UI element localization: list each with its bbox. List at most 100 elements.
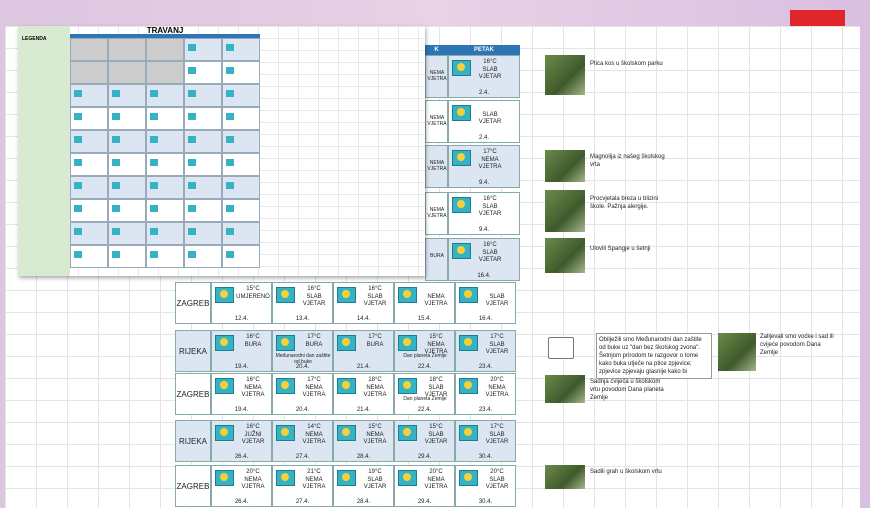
day-cell: 15°C NEMA VJETRA Dan planeta Zemlje 22.4. xyxy=(394,330,455,372)
day-cell: 16°C SLAB VJETAR 2.4. xyxy=(448,55,520,98)
mini-icon xyxy=(188,182,196,189)
weather-icon xyxy=(459,425,478,441)
temperature: 20°C xyxy=(429,469,443,475)
partial-cell: NEMA VJETRA xyxy=(425,192,448,235)
mini-cell xyxy=(146,61,184,84)
mini-cell xyxy=(184,199,222,222)
note-text: Ptica kos u školskom parku xyxy=(590,61,663,67)
date-label: 20.4. xyxy=(295,364,310,370)
mini-cell xyxy=(146,199,184,222)
mini-icon xyxy=(112,228,120,235)
day-cell: 16°C SLAB VJETAR 16.4. xyxy=(448,238,520,281)
wind-label: SLAB VJETAR xyxy=(424,432,448,445)
mini-cell xyxy=(222,153,260,176)
wind-label: JUŽNI VJETAR xyxy=(241,432,265,445)
mini-cell xyxy=(108,245,146,268)
day-cell: 21°C NEMA VJETRA 27.4. xyxy=(272,465,333,507)
overlay-grid xyxy=(70,34,260,276)
partial-cell: NEMA VJETRA xyxy=(425,55,448,98)
wind-label: SLAB VJETAR xyxy=(478,204,502,217)
wind-label: NEMA VJETRA xyxy=(427,207,447,219)
wind-label: BURA xyxy=(305,342,323,348)
temperature: 15°C xyxy=(429,334,443,340)
day-cell: 15°C NEMA VJETRA 28.4. xyxy=(333,420,394,462)
day-cell: SLAB VJETAR 16.4. xyxy=(455,282,516,324)
date-label: 9.4. xyxy=(478,227,489,233)
note-text: Magnolija iz našeg školskog vrta xyxy=(590,154,665,168)
overlay-title: TRAVANJ xyxy=(146,26,184,35)
day-cell: 16°C SLAB VJETAR 14.4. xyxy=(333,282,394,324)
temperature: 15°C xyxy=(429,424,443,430)
mini-icon xyxy=(188,90,196,97)
mini-icon xyxy=(112,113,120,120)
date-label: 29.4. xyxy=(417,499,432,505)
mini-cell xyxy=(70,245,108,268)
weather-icon xyxy=(452,105,471,121)
mini-cell xyxy=(184,84,222,107)
note-text: Zalijevali smo voćke i sad ili cvijeće p… xyxy=(760,334,834,356)
weather-icon xyxy=(452,60,471,76)
mini-cell xyxy=(184,107,222,130)
day-cell: 17°C NEMA VJETRA 9.4. xyxy=(448,145,520,188)
day-cell: 16°C JUŽNI VJETAR 26.4. xyxy=(211,420,272,462)
day-cell: 15°C SLAB VJETAR 29.4. xyxy=(394,420,455,462)
temperature: 16°C xyxy=(483,59,497,65)
note-text: Ulovili Spangje u šetnji xyxy=(590,246,651,252)
mini-icon xyxy=(74,159,82,166)
weather-icon xyxy=(337,470,356,486)
weather-icon xyxy=(459,378,478,394)
mini-cell xyxy=(222,130,260,153)
mini-icon xyxy=(188,44,196,51)
mini-cell xyxy=(70,176,108,199)
photo xyxy=(718,333,756,371)
weather-icon xyxy=(276,287,295,303)
partial-cell: NEMA VJETRA xyxy=(425,100,448,143)
date-label: 14.4. xyxy=(356,316,371,322)
weather-icon xyxy=(452,150,471,166)
city-label: RIJEKA xyxy=(175,420,211,462)
date-label: 28.4. xyxy=(356,454,371,460)
wind-label: SLAB VJETAR xyxy=(424,385,448,398)
header-partial: K xyxy=(425,45,448,55)
note-text: Procvjetala breza u blizini škole. Pažnj… xyxy=(590,196,659,210)
mini-cell xyxy=(108,38,146,61)
temperature: 16°C xyxy=(246,377,260,383)
weather-icon xyxy=(398,470,417,486)
weather-icon xyxy=(337,425,356,441)
temperature: 16°C xyxy=(307,286,321,292)
mini-icon xyxy=(74,228,82,235)
temperature: 21°C xyxy=(307,469,321,475)
date-label: 19.4. xyxy=(234,364,249,370)
mini-icon xyxy=(112,251,120,258)
mini-icon xyxy=(74,182,82,189)
city-label: RIJEKA xyxy=(175,330,211,372)
mini-icon xyxy=(112,182,120,189)
mini-icon xyxy=(226,113,234,120)
mini-cell xyxy=(146,245,184,268)
date-label: 22.4. xyxy=(417,407,432,413)
weather-icon xyxy=(459,470,478,486)
weather-icon xyxy=(215,378,234,394)
mini-icon xyxy=(226,90,234,97)
day-cell: 20°C NEMA VJETRA 23.4. xyxy=(455,373,516,415)
date-label: 21.4. xyxy=(356,407,371,413)
mini-cell xyxy=(222,38,260,61)
day-cell: 18°C NEMA VJETRA 21.4. xyxy=(333,373,394,415)
wind-label: SLAB VJETAR xyxy=(302,294,326,307)
wind-label: SLAB VJETAR xyxy=(363,294,387,307)
photo xyxy=(545,190,585,232)
mini-cell xyxy=(108,130,146,153)
mini-icon xyxy=(226,44,234,51)
header-day: PETAK xyxy=(448,45,520,55)
mini-cell xyxy=(222,199,260,222)
wind-label: BURA xyxy=(430,253,444,259)
mini-cell xyxy=(146,107,184,130)
note-text: Obilježili smo Međunarodni dan zaštite o… xyxy=(596,333,712,379)
temperature: 16°C xyxy=(368,286,382,292)
day-cell: 15°C UMJERENO 12.4. xyxy=(211,282,272,324)
temperature: 17°C xyxy=(490,424,504,430)
temperature: 20°C xyxy=(246,469,260,475)
mini-cell xyxy=(184,38,222,61)
mini-icon xyxy=(226,159,234,166)
